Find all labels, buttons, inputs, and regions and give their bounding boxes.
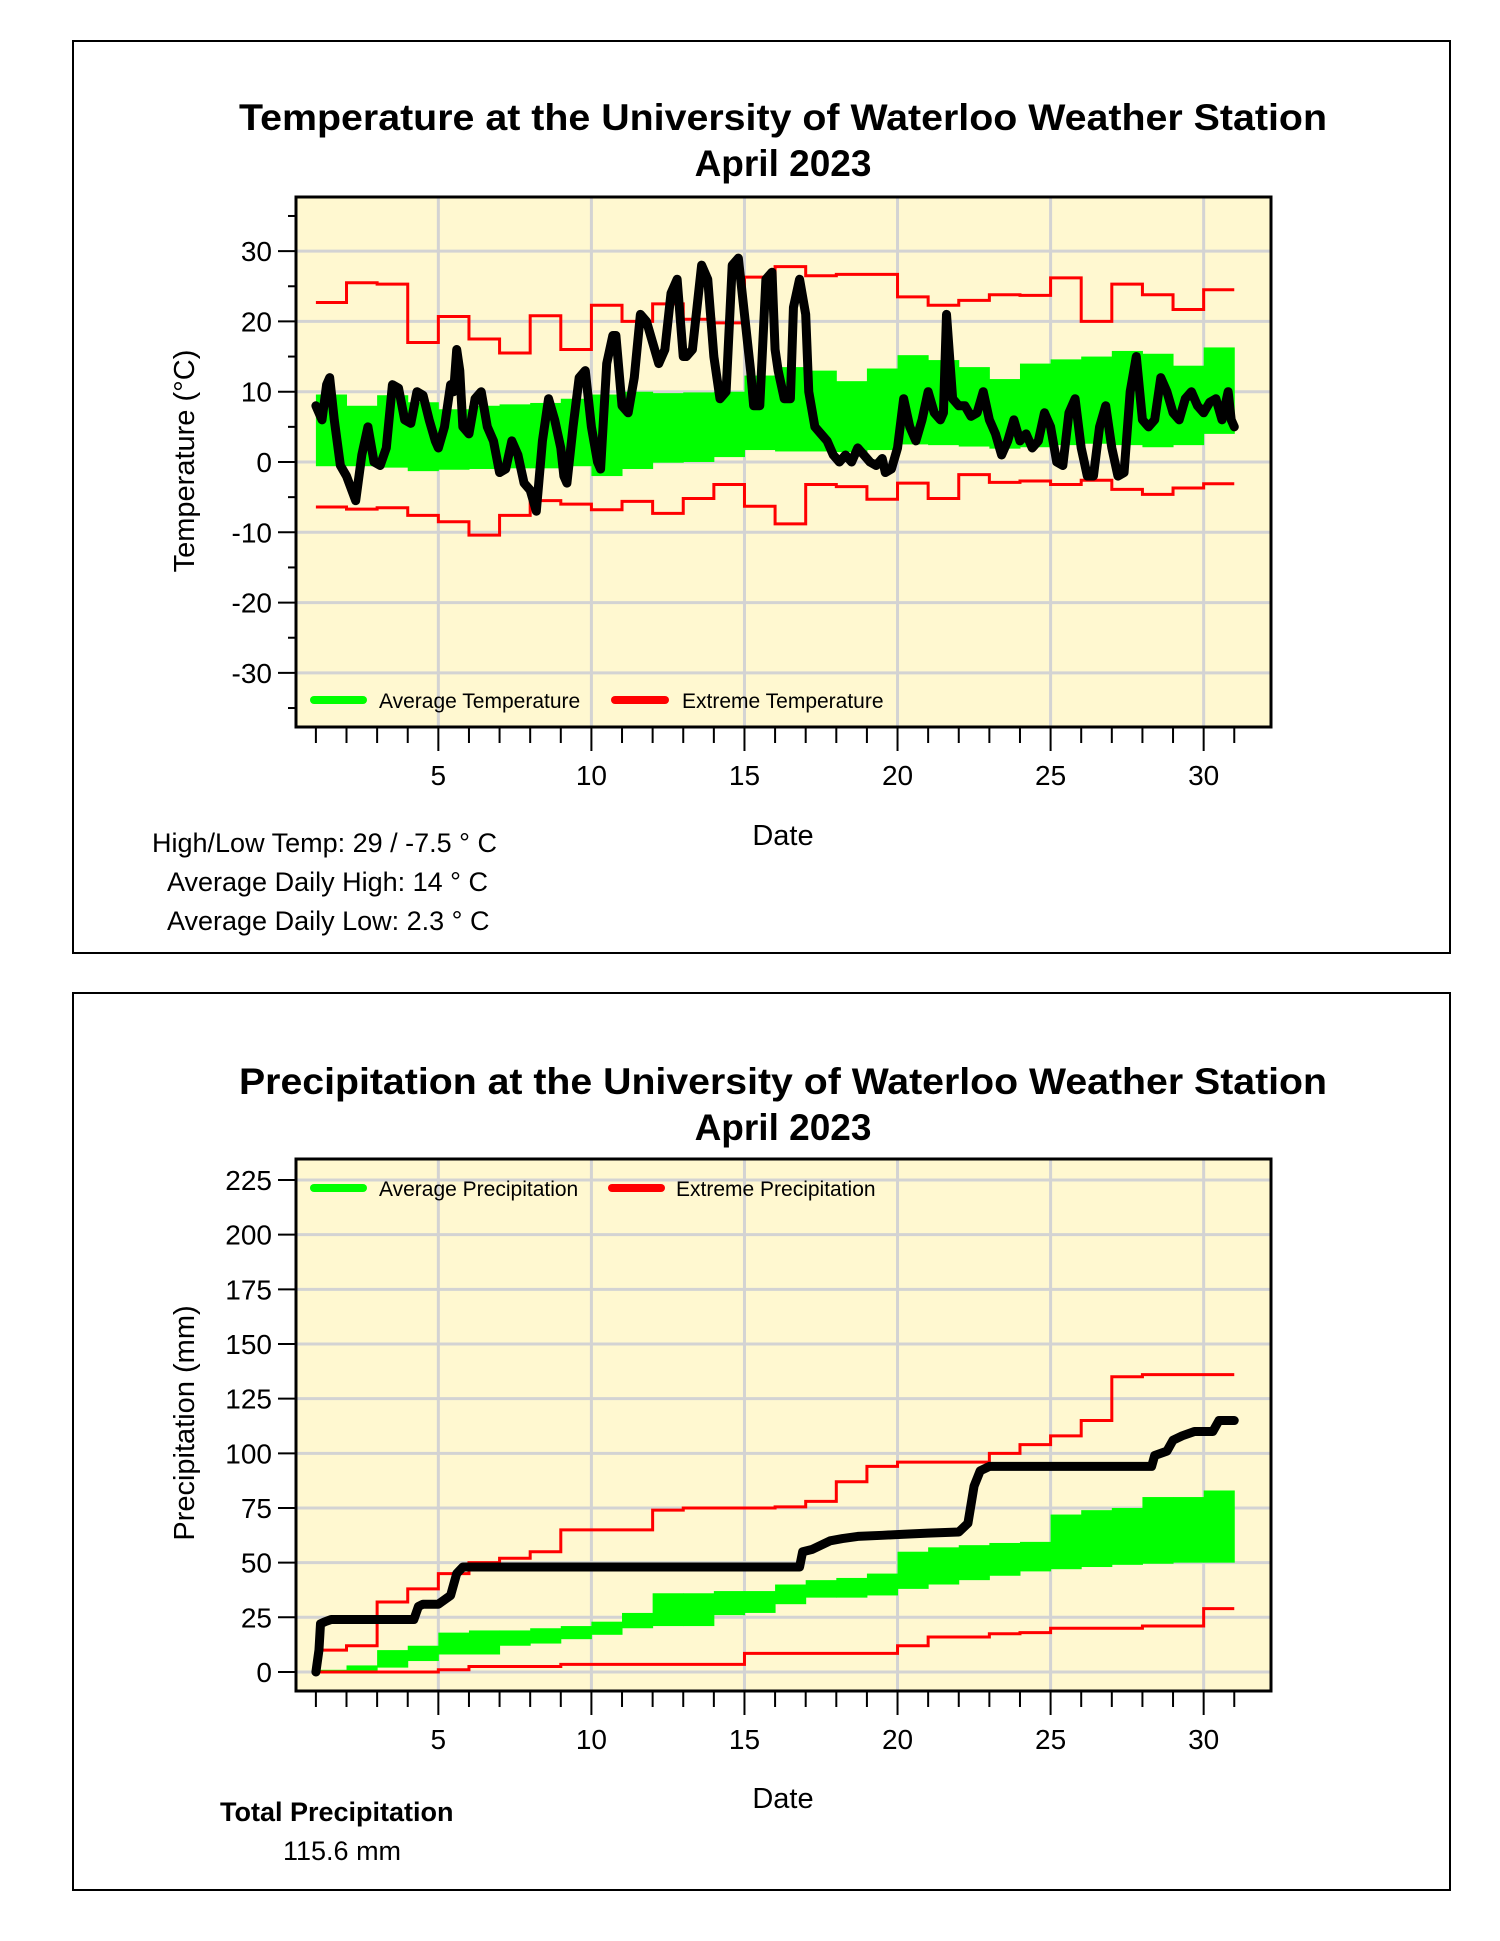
y-tick-label: -30 [232,658,272,689]
y-tick-label: -10 [232,517,272,548]
x-tick-label: 20 [882,760,913,791]
average-band-day [1203,1490,1235,1563]
chart-title: Precipitation at the University of Water… [239,1061,1327,1102]
x-tick-label: 20 [882,1724,913,1755]
total-precipitation-value: 115.6 mm [283,1836,401,1866]
average-band-day [744,1591,776,1613]
x-tick-label: 30 [1188,1724,1219,1755]
average-band-day [805,1580,837,1598]
y-tick-label: 20 [241,306,272,337]
y-tick-label: 225 [225,1165,272,1196]
chart-subtitle: April 2023 [695,143,872,184]
precipitation-plot: 0 25 50 75 100 125 150 175 200 225 5 10 15 20 25 30 [225,1157,1273,1755]
x-tick-label: 25 [1035,760,1066,791]
x-tick-label: 10 [576,1724,607,1755]
average-band-day [866,1573,899,1596]
y-tick-label: -20 [232,588,272,619]
precipitation-panel: Precipitation at the University of Water… [72,992,1451,1891]
average-band-day [622,1612,654,1629]
extreme-low-line [315,473,1235,537]
average-band-day [499,1630,531,1646]
plot-background [296,1159,1271,1691]
y-tick-label: 150 [225,1329,272,1360]
average-band-day [468,1630,501,1655]
average-band-day [1019,1541,1052,1572]
average-band-day [652,1593,684,1627]
average-band-day [836,1577,868,1598]
average-band-day [775,1584,807,1605]
average-band-day [713,1591,745,1616]
x-tick-label: 15 [729,760,760,791]
x-axis-label: Date [752,1783,813,1815]
average-band-day [958,1545,990,1581]
y-tick-label: 25 [241,1602,272,1633]
average-band-day [346,1665,378,1671]
average-band-day [438,1632,470,1655]
average-band-day [591,1621,623,1635]
y-tick-label: 30 [241,236,272,267]
average-band-day [866,368,899,451]
legend-average-label: Average Precipitation [379,1178,578,1201]
y-axis-label: Temperature (°C) [169,350,201,573]
average-band-day [560,1626,592,1640]
stat-avg-high: Average Daily High: 14 ° C [167,867,488,897]
average-band-day [1050,1514,1082,1570]
x-axis-label: Date [752,820,813,852]
temperature-plot: -30 -20 -10 0 10 20 30 5 10 15 20 25 30 [232,195,1273,791]
y-tick-label: 10 [241,377,272,408]
average-band-day [407,1645,439,1662]
average-band-day [683,392,715,462]
x-tick-label: 15 [729,1724,760,1755]
average-band-day [1173,1497,1205,1563]
average-band-day [530,1628,562,1644]
average-band-day [897,1551,929,1589]
y-tick-label: 100 [225,1438,272,1469]
x-tick-label: 25 [1035,1724,1066,1755]
stat-avg-low: Average Daily Low: 2.3 ° C [167,906,489,936]
chart-subtitle: April 2023 [695,1107,872,1148]
legend-average-label: Average Temperature [379,690,580,713]
x-tick-label: 30 [1188,760,1219,791]
x-tick-label: 5 [431,760,447,791]
average-band-day [1111,1507,1143,1565]
y-tick-label: 75 [241,1493,272,1524]
y-tick-label: 0 [256,1657,272,1688]
observed-line [311,253,1239,516]
average-band-day [928,1547,960,1585]
chart-title: Temperature at the University of Waterlo… [239,97,1327,138]
observed-line [311,1416,1239,1677]
temperature-panel: Temperature at the University of Waterlo… [72,40,1451,954]
y-axis-label: Precipitation (mm) [169,1305,201,1540]
y-tick-label: 175 [225,1274,272,1305]
average-band-day [377,1650,409,1668]
average-band-day [652,393,684,463]
plot-border [294,1157,1273,1693]
x-tick-label: 5 [431,1724,447,1755]
x-tick-label: 10 [576,760,607,791]
average-band-day [1081,1510,1113,1568]
extreme-low-line [315,1607,1235,1674]
stat-high-low: High/Low Temp: 29 / -7.5 ° C [152,828,497,858]
y-tick-label: 0 [256,447,272,478]
average-band-day [989,1542,1021,1576]
average-band-day [1142,1497,1174,1564]
y-tick-label: 50 [241,1548,272,1579]
total-precipitation-label: Total Precipitation [220,1797,454,1827]
y-tick-label: 125 [225,1384,272,1415]
y-tick-label: 200 [225,1220,272,1251]
average-band-day [683,1593,715,1627]
average-band-day [836,381,868,453]
legend-extreme-label: Extreme Precipitation [676,1178,876,1201]
legend-extreme-label: Extreme Temperature [682,690,884,713]
